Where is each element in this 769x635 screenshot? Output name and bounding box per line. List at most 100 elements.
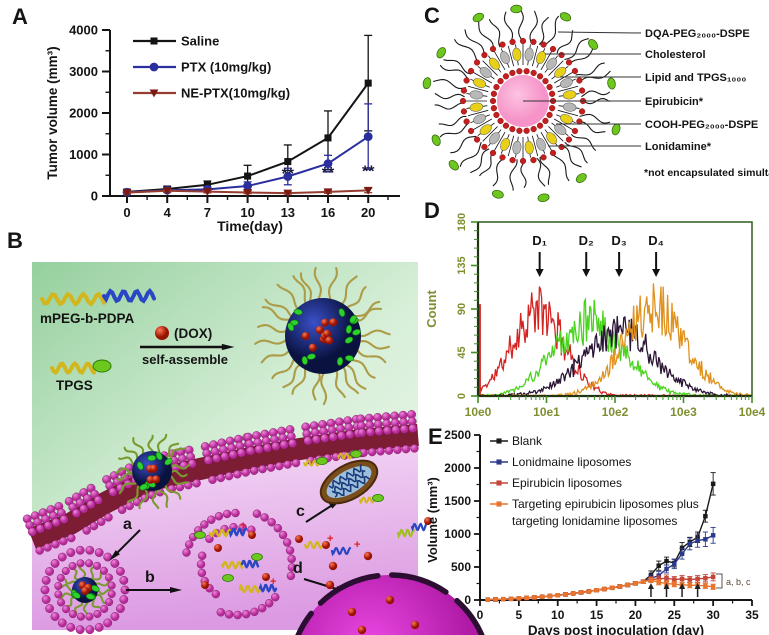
a-series-ptx-10mg-kg- xyxy=(122,103,373,197)
svg-text:5: 5 xyxy=(516,608,523,622)
e-series-targeting-epirubicin-liposomes xyxy=(485,577,716,602)
nucleus: + + xyxy=(295,517,485,635)
svg-text:self-assemble: self-assemble xyxy=(142,352,228,367)
panel-d-label: D xyxy=(424,198,440,223)
svg-text:Tumor volume (mm³): Tumor volume (mm³) xyxy=(45,46,60,179)
svg-text:Days post inoculation (day): Days post inoculation (day) xyxy=(528,623,704,635)
svg-text:10e4: 10e4 xyxy=(739,405,766,419)
liposome-labels: DQA-PEG₂₀₀₀-DSPE Cholesterol Lipid and TPG… xyxy=(523,28,769,179)
svg-text:2500: 2500 xyxy=(444,428,471,442)
svg-text:7: 7 xyxy=(204,205,211,220)
svg-text:Volume (mm³): Volume (mm³) xyxy=(425,477,440,563)
svg-text:a: a xyxy=(123,516,132,533)
svg-text:35: 35 xyxy=(745,608,759,622)
a-axes: 0 1000 2000 3000 4000 0 4 7 10 13 16 20 Tumor volume… xyxy=(45,23,400,234)
svg-text:Blank: Blank xyxy=(512,434,543,448)
svg-text:4: 4 xyxy=(164,205,172,220)
svg-text:+: + xyxy=(240,520,246,532)
svg-text:*not encapsulated simultaneous: *not encapsulated simultaneously xyxy=(644,167,769,179)
svg-text:45: 45 xyxy=(456,346,468,358)
svg-text:16: 16 xyxy=(321,205,335,220)
svg-text:Saline: Saline xyxy=(181,34,219,49)
panel-a-label: A xyxy=(12,4,28,29)
panel-b-label: B xyxy=(7,228,23,253)
svg-text:Cholesterol: Cholesterol xyxy=(645,49,706,61)
svg-text:25: 25 xyxy=(668,608,682,622)
svg-text:**: ** xyxy=(322,165,335,182)
svg-text:4000: 4000 xyxy=(69,23,98,38)
svg-text:targeting lonidamine liposomes: targeting lonidamine liposomes xyxy=(512,514,677,528)
svg-text:**: ** xyxy=(362,163,375,180)
svg-text:D₂: D₂ xyxy=(579,233,594,248)
mitochondrion xyxy=(319,459,379,505)
dox-molecule xyxy=(155,326,169,340)
svg-text:20: 20 xyxy=(629,608,643,622)
d-hist-44 xyxy=(479,283,750,395)
svg-text:10e1: 10e1 xyxy=(533,405,560,419)
panel-a-tumor-volume-chart: 0 1000 2000 3000 4000 0 4 7 10 13 16 20 Tumor volume… xyxy=(45,23,400,234)
svg-text:3000: 3000 xyxy=(69,64,98,79)
d-histograms xyxy=(479,283,751,395)
svg-text:Time(day): Time(day) xyxy=(217,218,283,234)
svg-text:1000: 1000 xyxy=(444,527,471,541)
svg-text:b: b xyxy=(145,569,155,586)
svg-text:0: 0 xyxy=(123,205,130,220)
a-significance-annotations: ** ** ** xyxy=(282,163,376,183)
e-axes: 0 500 1000 1500 2000 2500 0 5 10 15 20 25 30 35 Volume… xyxy=(425,428,759,635)
svg-text:+: + xyxy=(270,576,276,588)
svg-text:90: 90 xyxy=(456,303,468,315)
svg-text:TPGS: TPGS xyxy=(56,378,93,393)
svg-text:DQA-PEG₂₀₀₀-DSPE: DQA-PEG₂₀₀₀-DSPE xyxy=(645,28,750,40)
svg-text:Targeting epirubicin liposomes: Targeting epirubicin liposomes plus xyxy=(512,497,699,511)
e-series-lonidmaine-liposomes xyxy=(485,526,716,602)
svg-text:1500: 1500 xyxy=(444,494,471,508)
svg-text:**: ** xyxy=(282,166,295,183)
svg-text:D₄: D₄ xyxy=(648,233,664,248)
svg-text:180: 180 xyxy=(456,213,468,231)
e-legend: Blank Lonidmaine liposomes Epirubicin lipo… xyxy=(490,434,699,528)
svg-text:13: 13 xyxy=(281,205,295,220)
micelle xyxy=(114,433,191,510)
svg-text:10: 10 xyxy=(240,205,254,220)
svg-text:Lipid and TPGS₁₀₀₀: Lipid and TPGS₁₀₀₀ xyxy=(645,72,746,84)
svg-text:500: 500 xyxy=(451,560,471,574)
d-frame: 0 45 90 135 180 10e0 10e1 10e2 10e3 10e4 Count xyxy=(424,213,766,419)
svg-text:30: 30 xyxy=(706,608,720,622)
svg-text:135: 135 xyxy=(456,256,468,274)
panel-e-volume-chart: 0 500 1000 1500 2000 2500 0 5 10 15 20 25 30 35 Volume… xyxy=(425,428,759,635)
svg-text:0: 0 xyxy=(456,393,468,399)
svg-text:10: 10 xyxy=(551,608,565,622)
svg-text:COOH-PEG₂₀₀₀-DSPE: COOH-PEG₂₀₀₀-DSPE xyxy=(645,119,758,131)
svg-text:a, b, c: a, b, c xyxy=(726,577,751,587)
svg-text:D₃: D₃ xyxy=(611,233,626,248)
panel-e-label: E xyxy=(428,424,443,449)
svg-text:20: 20 xyxy=(361,205,375,220)
svg-text:c: c xyxy=(296,503,305,520)
svg-text:D₁: D₁ xyxy=(532,233,547,248)
svg-text:Epirubicin liposomes: Epirubicin liposomes xyxy=(512,476,622,490)
svg-text:10e0: 10e0 xyxy=(465,405,492,419)
panel-b-mechanism-diagram: mPEG-b-PDPATPGS(DOX)self-assembleab+++cd… xyxy=(22,262,485,635)
panel-c-label: C xyxy=(424,3,440,28)
svg-text:+: + xyxy=(327,533,333,545)
liposome xyxy=(422,4,621,203)
svg-text:Lonidamine*: Lonidamine* xyxy=(645,141,712,153)
svg-text:0: 0 xyxy=(91,189,98,204)
svg-text:Lonidmaine liposomes: Lonidmaine liposomes xyxy=(512,455,631,469)
d-gate-arrows: D₁ D₂ D₃ D₄ xyxy=(532,233,664,277)
svg-text:1000: 1000 xyxy=(69,147,98,162)
svg-text:(DOX): (DOX) xyxy=(174,326,212,341)
e-treatment-arrows xyxy=(647,583,701,597)
svg-text:0: 0 xyxy=(477,608,484,622)
svg-text:10e2: 10e2 xyxy=(602,405,629,419)
svg-text:d: d xyxy=(293,560,303,577)
e-bracket xyxy=(716,573,723,589)
panel-c-liposome-diagram: DQA-PEG₂₀₀₀-DSPE Cholesterol Lipid and TPG… xyxy=(422,4,769,203)
svg-text:15: 15 xyxy=(590,608,604,622)
disrupted-endosome: +++ xyxy=(182,508,297,620)
svg-text:mPEG-b-PDPA: mPEG-b-PDPA xyxy=(40,311,135,326)
svg-text:PTX (10mg/kg): PTX (10mg/kg) xyxy=(181,60,271,75)
svg-text:+: + xyxy=(354,539,360,551)
a-legend: Saline PTX (10mg/kg) NE-PTX(10mg/kg) xyxy=(133,34,290,101)
panel-d-flow-cytometry-chart: 0 45 90 135 180 10e0 10e1 10e2 10e3 10e4 Count D₁ D₂… xyxy=(424,213,766,419)
